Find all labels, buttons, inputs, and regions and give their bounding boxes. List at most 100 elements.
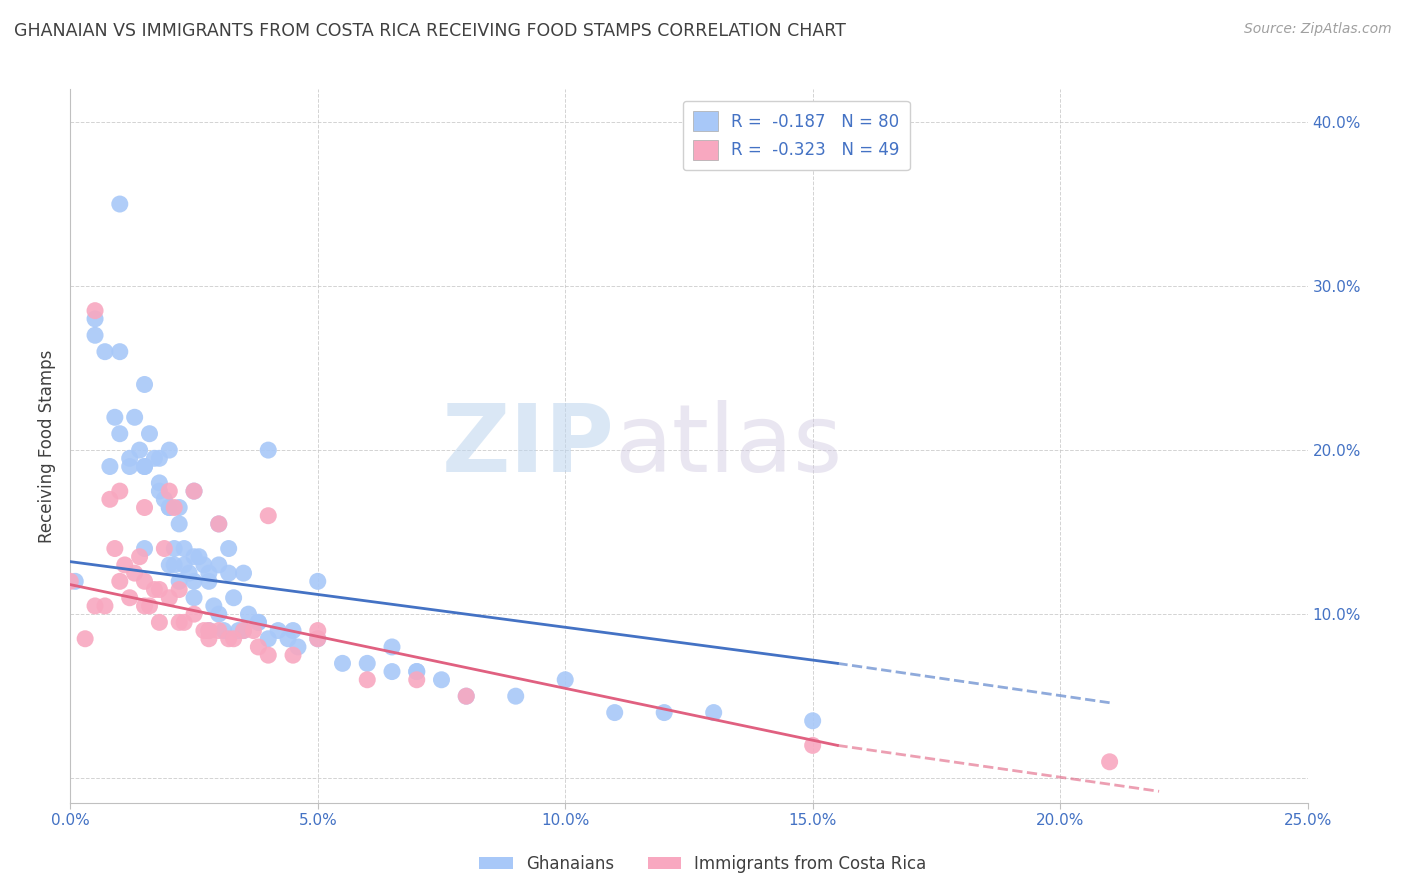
Point [134,541,156,556]
Point [84,311,107,326]
Point [143,451,166,466]
Point [84,599,107,613]
Point [208,624,231,638]
Legend: Ghanaians, Immigrants from Costa Rica: Ghanaians, Immigrants from Costa Rica [472,848,934,880]
Point [247,615,270,630]
Point [381,665,404,679]
Point [307,632,329,646]
Point [94,344,117,359]
Point [134,500,156,515]
Point [157,500,180,515]
Point [456,689,478,703]
Point [212,624,235,638]
Point [84,328,107,343]
Point [801,739,824,753]
Point [98,459,121,474]
Point [208,516,231,531]
Point [267,624,290,638]
Point [198,632,221,646]
Point [232,624,254,638]
Point [157,558,180,572]
Point [108,574,131,589]
Point [114,558,136,572]
Point [801,714,824,728]
Point [405,673,427,687]
Point [148,582,170,597]
Point [183,591,205,605]
Point [167,500,190,515]
Point [703,706,725,720]
Point [177,566,200,581]
Point [193,558,215,572]
Point [157,484,180,499]
Point [167,516,190,531]
Point [167,615,190,630]
Point [405,665,427,679]
Point [198,566,221,581]
Point [148,475,170,490]
Point [356,673,378,687]
Point [108,197,131,211]
Point [188,549,211,564]
Point [228,624,250,638]
Point [108,426,131,441]
Point [405,665,427,679]
Point [554,673,576,687]
Point [167,574,190,589]
Point [183,549,205,564]
Point [173,558,195,572]
Point [218,632,240,646]
Point [218,541,240,556]
Point [124,566,146,581]
Point [104,410,127,425]
Point [247,615,270,630]
Point [163,541,186,556]
Point [157,500,180,515]
Point [134,377,156,392]
Point [157,443,180,458]
Point [65,574,87,589]
Point [148,484,170,499]
Point [222,632,245,646]
Point [381,640,404,654]
Point [134,574,156,589]
Point [247,640,270,654]
Point [94,599,117,613]
Point [167,582,190,597]
Point [128,443,150,458]
Point [163,558,186,572]
Point [257,648,280,662]
Point [148,451,170,466]
Point [257,443,280,458]
Point [157,591,180,605]
Point [307,624,329,638]
Point [287,640,309,654]
Point [356,657,378,671]
Point [208,607,231,622]
Point [138,426,160,441]
Point [1098,755,1121,769]
Text: Source: ZipAtlas.com: Source: ZipAtlas.com [1244,22,1392,37]
Text: atlas: atlas [614,400,844,492]
Point [198,574,221,589]
Point [134,459,156,474]
Point [108,344,131,359]
Point [307,574,329,589]
Point [307,632,329,646]
Point [456,689,478,703]
Point [208,516,231,531]
Point [173,541,195,556]
Point [128,549,150,564]
Point [198,624,221,638]
Point [59,574,82,589]
Point [118,459,141,474]
Point [505,689,527,703]
Point [104,541,127,556]
Point [134,459,156,474]
Point [173,615,195,630]
Point [277,632,299,646]
Point [75,632,97,646]
Point [183,574,205,589]
Point [603,706,626,720]
Point [108,484,131,499]
